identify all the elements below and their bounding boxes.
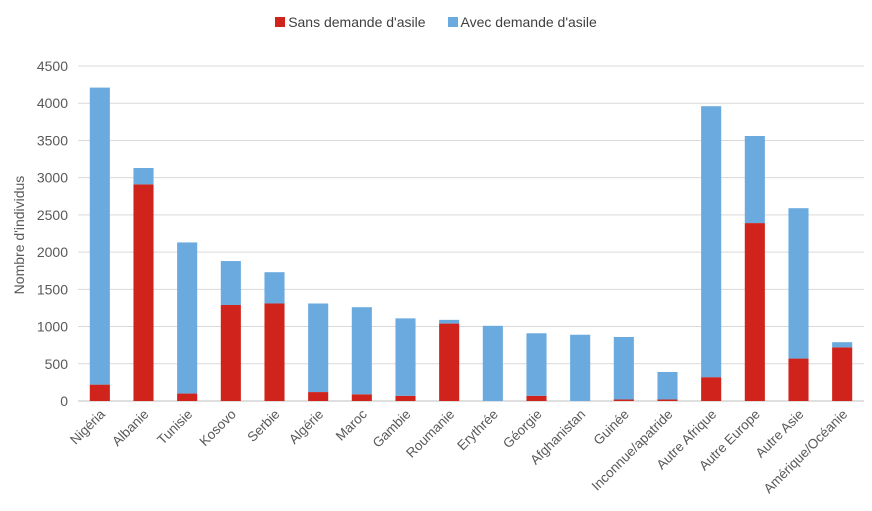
- bar-segment-sans-demande: [264, 303, 285, 401]
- legend: Sans demande d'asile Avec demande d'asil…: [0, 14, 872, 30]
- bar-segment-avec-demande: [613, 336, 634, 400]
- bar-segment-avec-demande: [351, 307, 372, 395]
- bar-segment-sans-demande: [613, 399, 634, 401]
- bar-segment-sans-demande: [351, 394, 372, 401]
- x-tick-label: Algérie: [286, 407, 326, 447]
- bar-segment-sans-demande: [701, 377, 722, 401]
- bar-segment-sans-demande: [220, 304, 241, 401]
- x-tick-label: Erythrée: [454, 407, 501, 454]
- bar-segment-avec-demande: [744, 135, 765, 224]
- x-tick-label: Géorgie: [500, 407, 545, 452]
- x-tick-label: Serbie: [244, 407, 282, 445]
- bar-segment-sans-demande: [89, 384, 110, 401]
- bar-segment-avec-demande: [439, 319, 460, 324]
- legend-swatch-red: [275, 17, 286, 27]
- bar-segment-avec-demande: [133, 167, 154, 185]
- bar-segment-avec-demande: [395, 318, 416, 396]
- bar-segment-avec-demande: [788, 208, 809, 359]
- bar-segment-avec-demande: [832, 342, 853, 348]
- x-tick-label: Maroc: [333, 406, 370, 443]
- legend-item-sans-demande: Sans demande d'asile: [275, 14, 426, 30]
- bar-segment-avec-demande: [482, 325, 503, 401]
- y-tick-label: 4500: [37, 58, 68, 74]
- y-axis-ticks: 0 500 1000 1500 2000 2500 3000 3500 4000 4500: [37, 58, 68, 409]
- x-tick-label: Guinée: [591, 407, 632, 448]
- x-tick-label: Amérique/Océanie: [761, 407, 851, 497]
- legend-label: Avec demande d'asile: [460, 14, 597, 30]
- legend-item-avec-demande: Avec demande d'asile: [447, 14, 597, 30]
- x-tick-label: Albanie: [109, 407, 151, 449]
- y-tick-label: 500: [45, 356, 69, 372]
- bar-segment-avec-demande: [701, 106, 722, 378]
- bar-segment-avec-demande: [526, 333, 547, 396]
- y-tick-label: 1500: [37, 281, 68, 297]
- legend-label: Sans demande d'asile: [288, 14, 426, 30]
- bar-segment-avec-demande: [264, 272, 285, 304]
- x-tick-label: Roumanie: [403, 407, 457, 461]
- bar-segment-sans-demande: [177, 393, 198, 401]
- bar-segment-avec-demande: [308, 303, 329, 393]
- bar-segment-avec-demande: [177, 242, 198, 394]
- gridlines: [78, 65, 864, 402]
- bar-segment-sans-demande: [308, 392, 329, 401]
- y-tick-label: 2500: [37, 207, 68, 223]
- x-tick-label: Nigéria: [67, 406, 108, 447]
- y-tick-label: 3000: [37, 170, 68, 186]
- legend-swatch-blue: [447, 17, 458, 27]
- bar-segment-avec-demande: [89, 87, 110, 385]
- bar-segment-avec-demande: [657, 371, 678, 400]
- bar-segment-avec-demande: [570, 334, 591, 401]
- bars: [89, 87, 853, 401]
- bar-segment-sans-demande: [439, 323, 460, 401]
- bar-segment-avec-demande: [220, 261, 241, 305]
- y-tick-label: 0: [60, 393, 68, 409]
- bar-segment-sans-demande: [395, 395, 416, 401]
- bar-segment-sans-demande: [133, 184, 154, 401]
- y-axis-label: Nombre d'individus: [11, 176, 27, 295]
- bar-segment-sans-demande: [526, 395, 547, 401]
- x-axis-ticks: Nigéria Albanie Tunisie Kosovo Serbie Algérie…: [67, 406, 850, 496]
- bar-segment-sans-demande: [788, 358, 809, 401]
- x-tick-label: Inconnue/apatride: [589, 407, 676, 494]
- x-tick-label: Kosovo: [197, 407, 239, 449]
- bar-segment-sans-demande: [832, 347, 853, 401]
- bar-segment-sans-demande: [744, 223, 765, 401]
- x-tick-label: Tunisie: [154, 407, 195, 448]
- x-tick-label: Gambie: [370, 407, 414, 451]
- y-tick-label: 2000: [37, 244, 68, 260]
- bar-segment-sans-demande: [657, 399, 678, 401]
- y-tick-label: 4000: [37, 95, 68, 111]
- y-tick-label: 3500: [37, 132, 68, 148]
- y-tick-label: 1000: [37, 319, 68, 335]
